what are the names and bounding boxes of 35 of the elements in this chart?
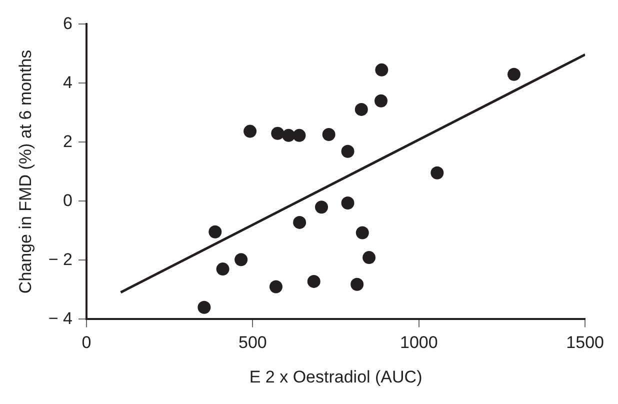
point: [234, 253, 248, 266]
point: [374, 94, 388, 108]
y-tick-label: 4: [63, 72, 73, 92]
y-tick-label: − 2: [48, 250, 73, 269]
point: [216, 262, 230, 276]
y-tick-label: 6: [63, 14, 73, 33]
point: [307, 274, 320, 288]
y-axis-title: Change in FMD (%) at 6 months: [16, 50, 35, 294]
point: [430, 166, 444, 180]
y-tick-label: 0: [63, 190, 73, 210]
point: [315, 200, 328, 214]
y-tick-label: 2: [63, 132, 73, 151]
point: [269, 280, 282, 294]
point: [341, 196, 354, 210]
point: [271, 126, 284, 140]
x-tick-label: 0: [82, 333, 92, 352]
x-tick-label: 1500: [566, 333, 604, 352]
point: [354, 102, 368, 116]
x-axis-title: E 2 x Oestradiol (AUC): [249, 367, 422, 386]
point: [375, 63, 388, 76]
point: [198, 300, 211, 314]
x-tick-label: 1000: [400, 333, 438, 352]
point: [356, 226, 369, 240]
point: [208, 225, 222, 238]
point: [292, 128, 306, 142]
point: [282, 128, 296, 142]
point: [293, 216, 306, 229]
point: [322, 128, 336, 142]
point: [244, 124, 257, 138]
y-tick-label: − 4: [48, 308, 73, 328]
point: [350, 278, 364, 291]
point: [507, 68, 520, 81]
point: [341, 144, 354, 158]
x-tick-label: 500: [238, 333, 267, 352]
point: [362, 251, 376, 264]
